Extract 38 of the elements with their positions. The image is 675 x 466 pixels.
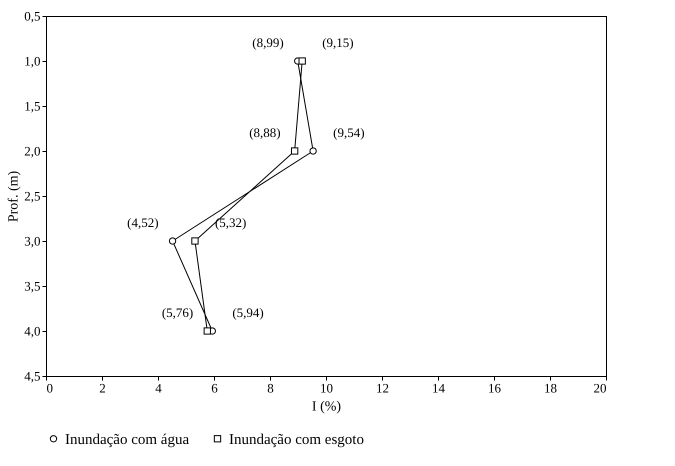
x-tick-label: 0 [46,380,53,396]
y-tick-label: 4,5 [24,368,40,384]
point [204,327,211,335]
annotation: (8,99) [252,35,284,50]
x-tick-label: 6 [211,380,218,396]
x-tick-label: 18 [544,380,557,396]
x-tick-label: 4 [155,380,162,396]
y-tick-label: 3,0 [24,234,40,248]
legend-label: Inundação com água [65,432,190,448]
point [298,57,306,65]
x-tick-label: 16 [488,380,502,396]
point [290,147,298,155]
y-tick-label: 1,5 [24,98,40,114]
y-tick-label: 0,5 [24,8,40,24]
point [309,147,317,155]
x-tick-label: 12 [376,380,389,396]
annotation: (9,54) [333,125,365,140]
point [191,237,199,245]
annotation: (4,52) [127,215,159,230]
legend-label: Inundação com esgoto [229,432,364,448]
annotation: (5,76) [162,305,194,320]
y-tick-label: 3,5 [24,278,40,294]
x-axis-title: I (%) [312,400,342,414]
y-tick-label: 2,5 [24,188,40,204]
annotation: (9,15) [322,35,354,50]
x-tick-label: 8 [267,380,274,396]
annotation: (5,32) [214,215,246,230]
x-tick-label: 2 [99,380,106,396]
x-tick-label: 20 [594,380,606,396]
x-tick-label: 14 [432,380,446,396]
y-axis-title: Prof. (m) [6,170,22,222]
x-tick-label: 10 [320,380,333,396]
point [168,237,176,245]
annotation: (8,88) [249,125,281,140]
y-tick-label: 4,0 [24,324,40,338]
y-tick-label: 2,0 [24,144,40,158]
y-tick-label: 1,0 [24,54,40,68]
annotation: (5,94) [232,305,264,320]
